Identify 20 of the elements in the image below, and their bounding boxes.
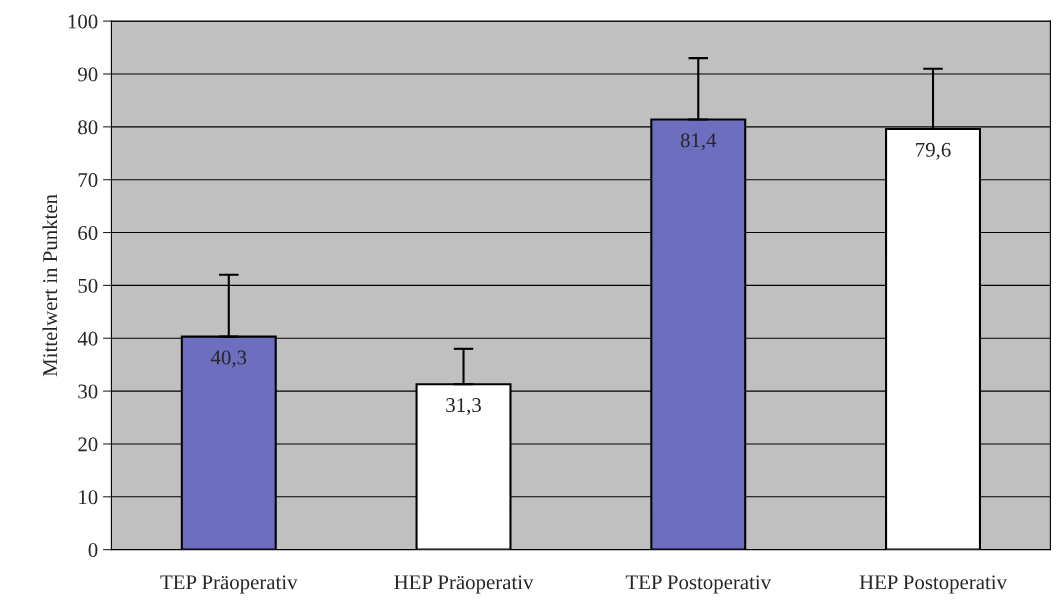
y-tick-label: 30 — [78, 384, 98, 399]
data-label: 79,6 — [916, 142, 951, 160]
y-tick-label: 50 — [78, 278, 98, 293]
y-tick-label: 10 — [79, 490, 98, 505]
y-tick-label: 90 — [78, 67, 98, 82]
y-tick-label: 20 — [78, 437, 98, 452]
y-axis-title: Mittelwert in Punkten — [42, 194, 58, 377]
x-tick-label: TEP Präoperativ — [160, 575, 298, 594]
data-label: 31,3 — [446, 398, 481, 416]
y-tick-label: 60 — [78, 225, 98, 240]
x-tick-label: HEP Präoperativ — [394, 575, 534, 594]
x-tick-label: TEP Postoperativ — [625, 575, 772, 594]
y-tick-label: 40 — [77, 331, 98, 346]
x-tick-label: HEP Postoperativ — [859, 575, 1007, 594]
y-tick-label: 70 — [78, 173, 98, 188]
y-tick-label: 0 — [88, 543, 98, 558]
y-tick-label: 80 — [78, 120, 98, 135]
data-label: 40,3 — [210, 350, 247, 368]
data-label: 81,4 — [680, 133, 717, 151]
y-tick-label: 100 — [68, 14, 98, 29]
